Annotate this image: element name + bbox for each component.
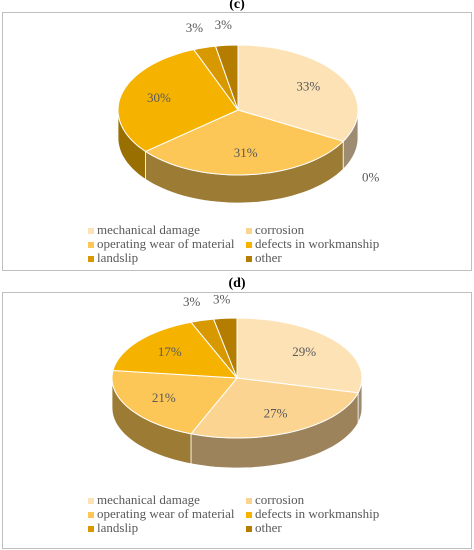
legend-label: corrosion	[255, 222, 305, 237]
legend-swatch	[246, 228, 252, 234]
legend-label: other	[255, 520, 282, 535]
legend-swatch	[246, 242, 252, 248]
legend-label: operating wear of material	[97, 236, 235, 251]
legend-label: operating wear of material	[97, 506, 235, 521]
chart-title: (c)	[229, 0, 245, 12]
legend-label: mechanical damage	[97, 222, 200, 237]
slice	[144, 109, 345, 176]
legend-label: other	[255, 250, 282, 265]
data-label: 17%	[158, 344, 182, 359]
data-label: 21%	[152, 390, 176, 405]
data-label: 0%	[362, 170, 380, 185]
legend-swatch	[246, 256, 252, 262]
data-label: 29%	[292, 344, 316, 359]
legend-label: landslip	[97, 520, 138, 535]
legend-label: corrosion	[255, 492, 305, 507]
legend-swatch	[88, 512, 94, 518]
panel-frame	[2, 292, 472, 549]
slice	[111, 369, 239, 435]
legend-swatch	[88, 526, 94, 532]
legend-swatch	[246, 512, 252, 518]
legend-swatch	[88, 498, 94, 504]
chart-title: (d)	[228, 276, 245, 291]
legend-label: landslip	[97, 250, 138, 265]
legend-swatch	[246, 526, 252, 532]
slice	[117, 49, 239, 152]
legend-swatch	[246, 498, 252, 504]
legend-label: defects in workmanship	[255, 506, 379, 521]
slice	[190, 377, 359, 439]
slice	[212, 317, 238, 379]
data-label: 3%	[215, 17, 233, 32]
legend-swatch	[88, 242, 94, 248]
legend-label: mechanical damage	[97, 492, 200, 507]
data-label: 31%	[234, 145, 258, 160]
data-label: 3%	[213, 291, 231, 306]
panel-frame	[2, 12, 472, 271]
legend-swatch	[88, 228, 94, 234]
data-label: 27%	[264, 405, 288, 420]
legend-swatch	[88, 256, 94, 262]
data-label: 3%	[183, 294, 201, 309]
data-label: 3%	[186, 20, 204, 35]
slice	[236, 317, 363, 394]
legend-label: defects in workmanship	[255, 236, 379, 251]
data-label: 33%	[296, 78, 320, 93]
slice	[214, 44, 239, 111]
data-label: 30%	[147, 90, 171, 105]
slice	[112, 321, 239, 379]
slice	[237, 44, 359, 142]
